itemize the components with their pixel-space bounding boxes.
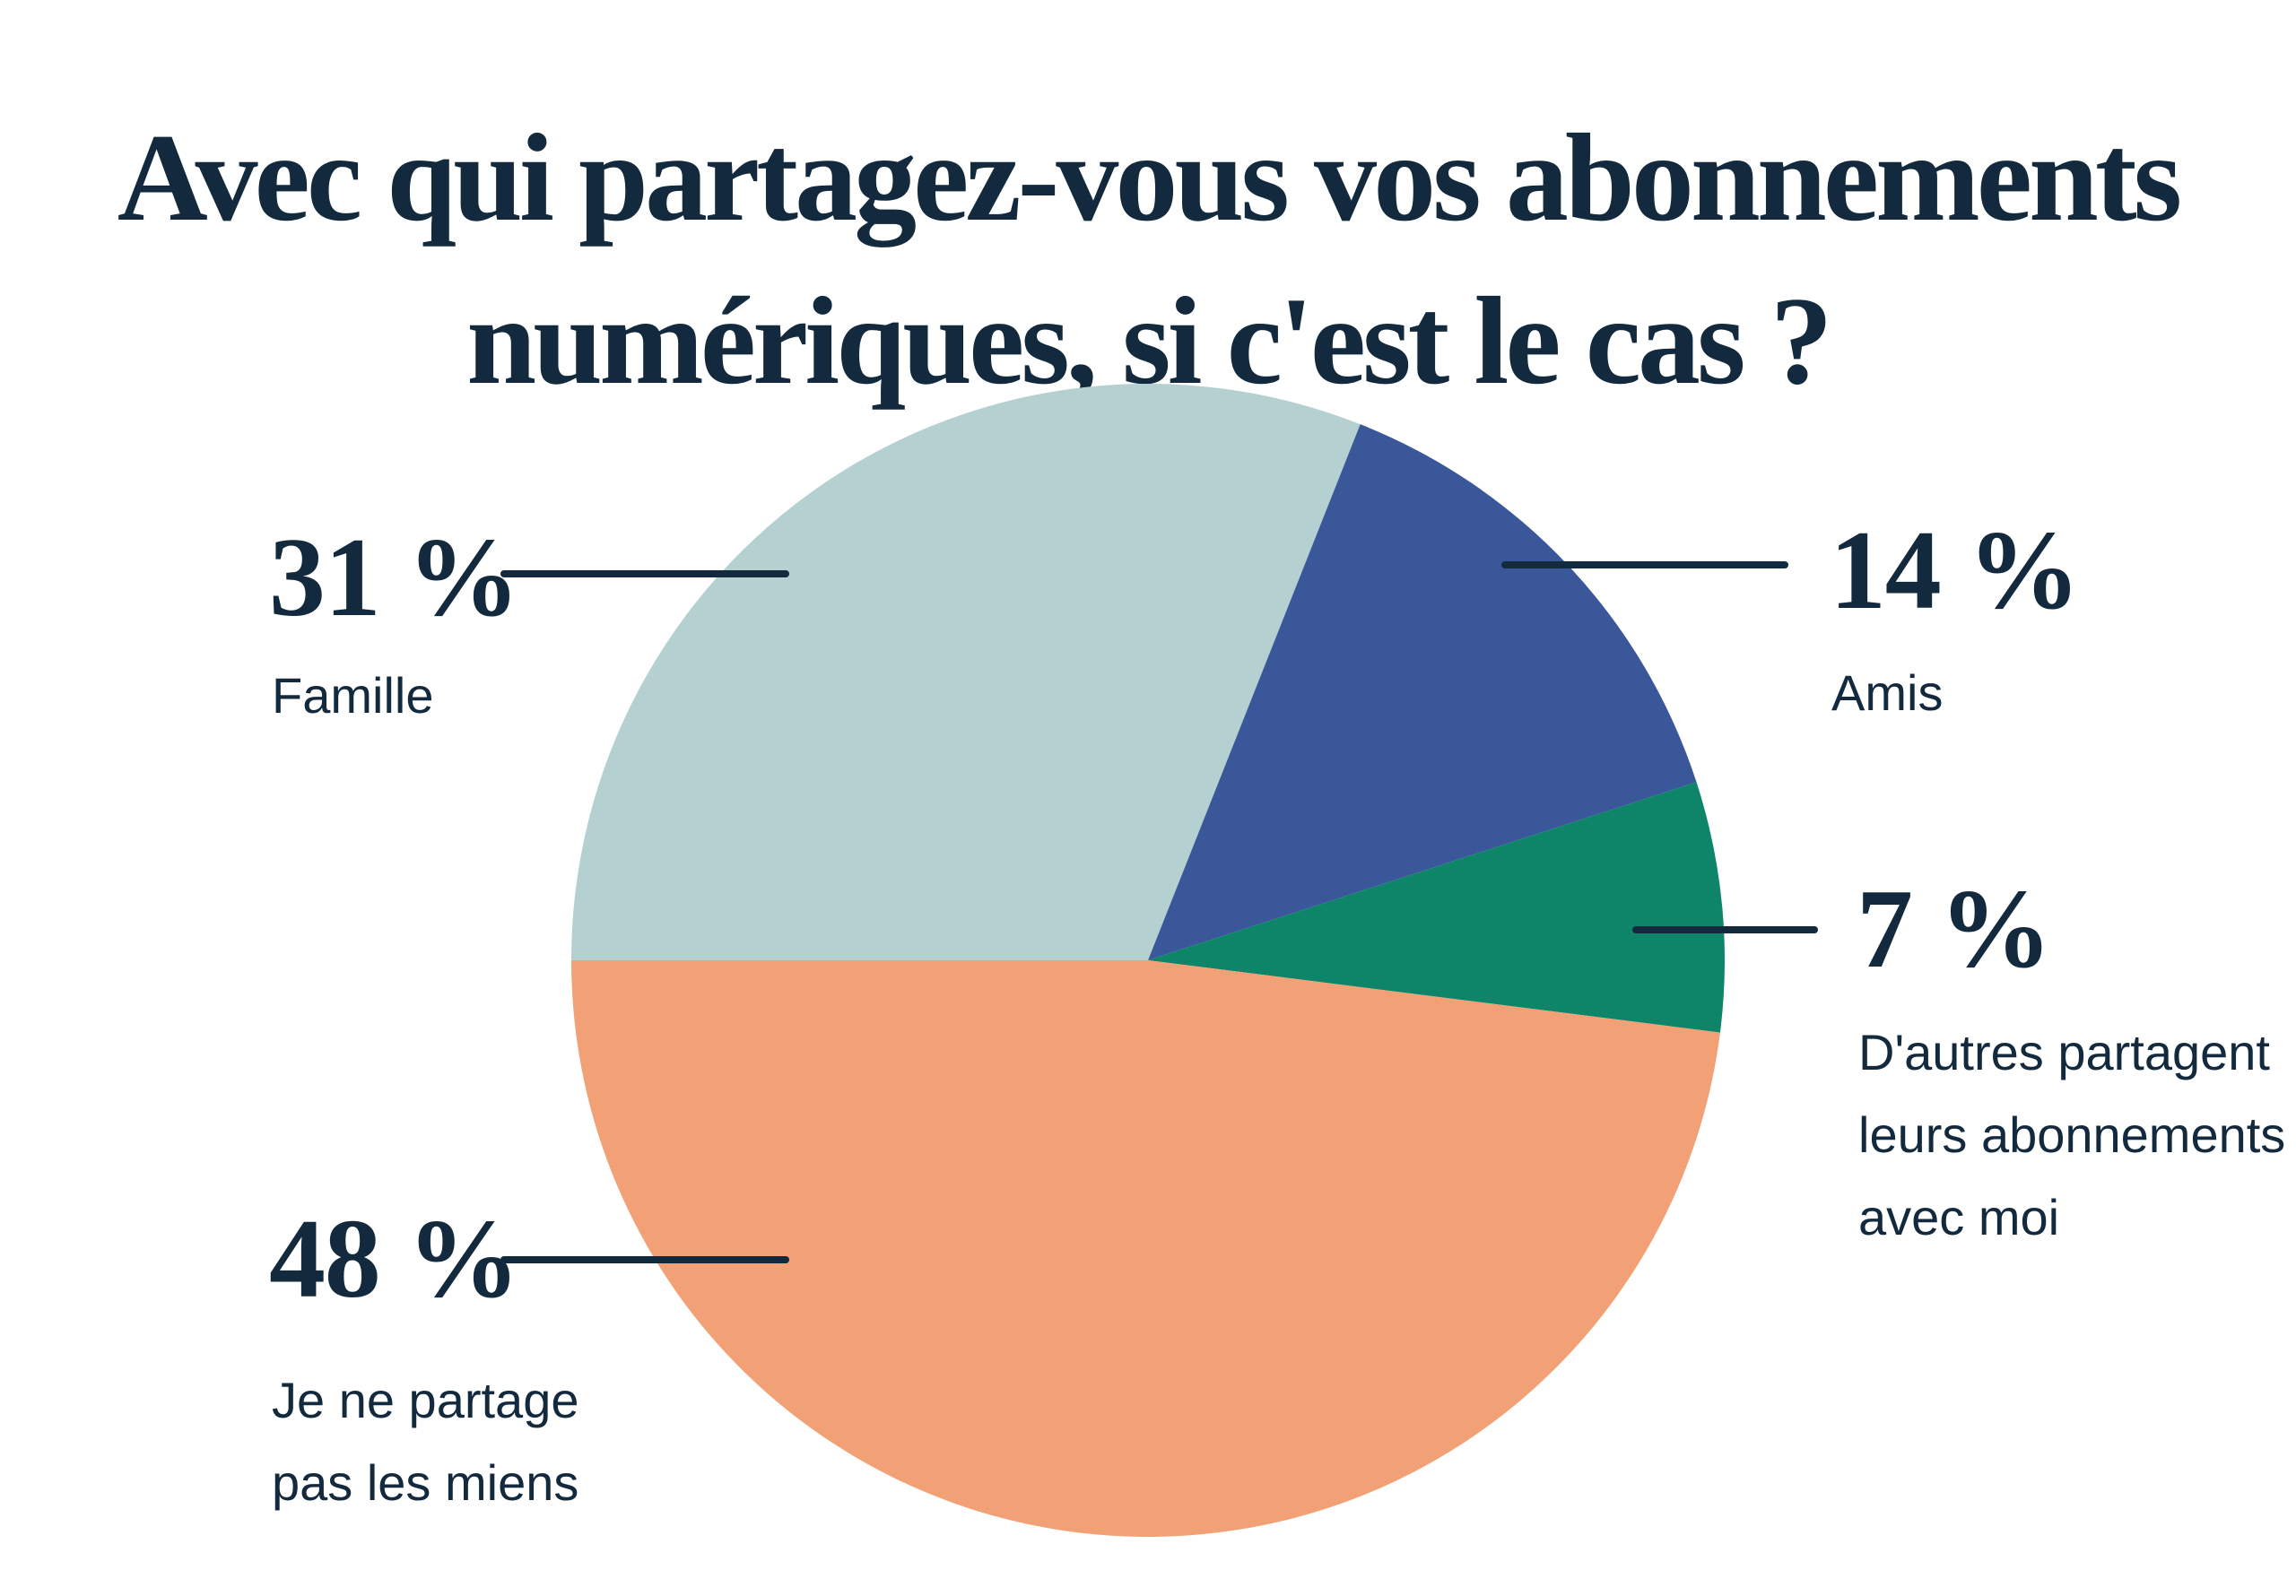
pie-slice-autres <box>1148 782 1725 1033</box>
percent-value-famille: 31 % <box>269 516 520 640</box>
percent-value-amis: 14 % <box>1830 508 2081 633</box>
leader-line-amis <box>1501 561 1788 568</box>
pie-slice-amis <box>1148 424 1697 960</box>
percent-value-autres: 7 % <box>1857 867 2052 992</box>
chart-title: Avec qui partagez-vous vos abonnements n… <box>0 97 2296 423</box>
slice-label-moi: Je ne partage pas les miens <box>272 1372 579 1511</box>
leader-line-famille <box>500 570 789 577</box>
pie-chart <box>571 384 1725 1537</box>
leader-line-autres <box>1632 926 1818 933</box>
pie-slice-famille <box>571 384 1361 960</box>
slice-label-famille: Famille <box>272 667 434 724</box>
pie-slice-moi <box>571 960 1720 1537</box>
slice-label-autres: D'autres partagent leurs abonnements ave… <box>1858 1024 2286 1245</box>
chart-title-line-1: Avec qui partagez-vous vos abonnements <box>117 108 2182 247</box>
leader-line-moi <box>500 1256 789 1263</box>
percent-value-moi: 48 % <box>269 1197 520 1322</box>
slice-label-amis: Amis <box>1831 664 1944 721</box>
